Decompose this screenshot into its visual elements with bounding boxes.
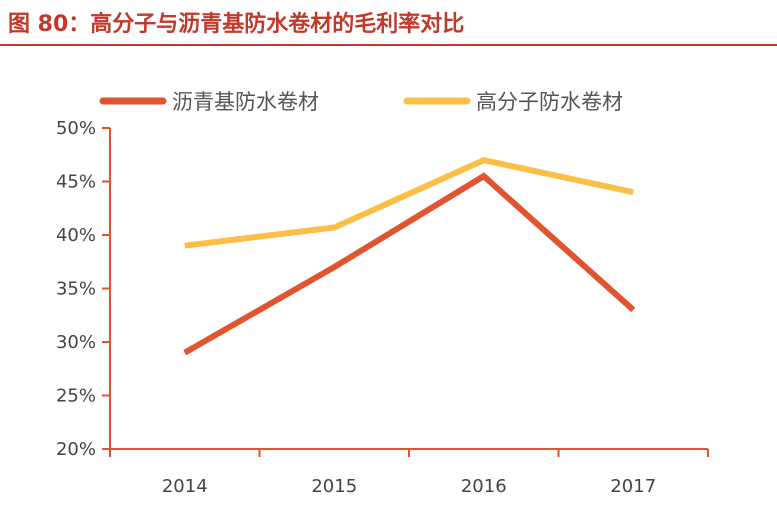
- y-tick-label: 30%: [56, 332, 96, 353]
- x-tick-label: 2016: [461, 476, 507, 497]
- legend-label-2: 高分子防水卷材: [476, 90, 623, 114]
- title-bar: 图 80：高分子与沥青基防水卷材的毛利率对比: [0, 0, 777, 46]
- y-tick-label: 40%: [56, 225, 96, 246]
- y-tick-label: 50%: [56, 118, 96, 139]
- series-line-1: [183, 172, 636, 356]
- axes: 20% 25% 30% 35% 40% 45% 50% 2014 2015 2016 2017: [56, 118, 709, 497]
- x-tick-label: 2014: [162, 476, 208, 497]
- y-tick-label: 45%: [56, 172, 96, 193]
- legend-label-1: 沥青基防水卷材: [172, 90, 319, 114]
- y-tick-label: 20%: [56, 439, 96, 460]
- legend: 沥青基防水卷材 高分子防水卷材: [99, 90, 623, 114]
- x-tick-label: 2017: [610, 476, 656, 497]
- y-tick-label: 25%: [56, 386, 96, 407]
- y-tick-label: 35%: [56, 279, 96, 300]
- figure-title: 图 80：高分子与沥青基防水卷材的毛利率对比: [8, 12, 465, 37]
- series-layer: [183, 156, 636, 356]
- x-tick-label: 2015: [311, 476, 357, 497]
- series-line-2: [184, 156, 634, 249]
